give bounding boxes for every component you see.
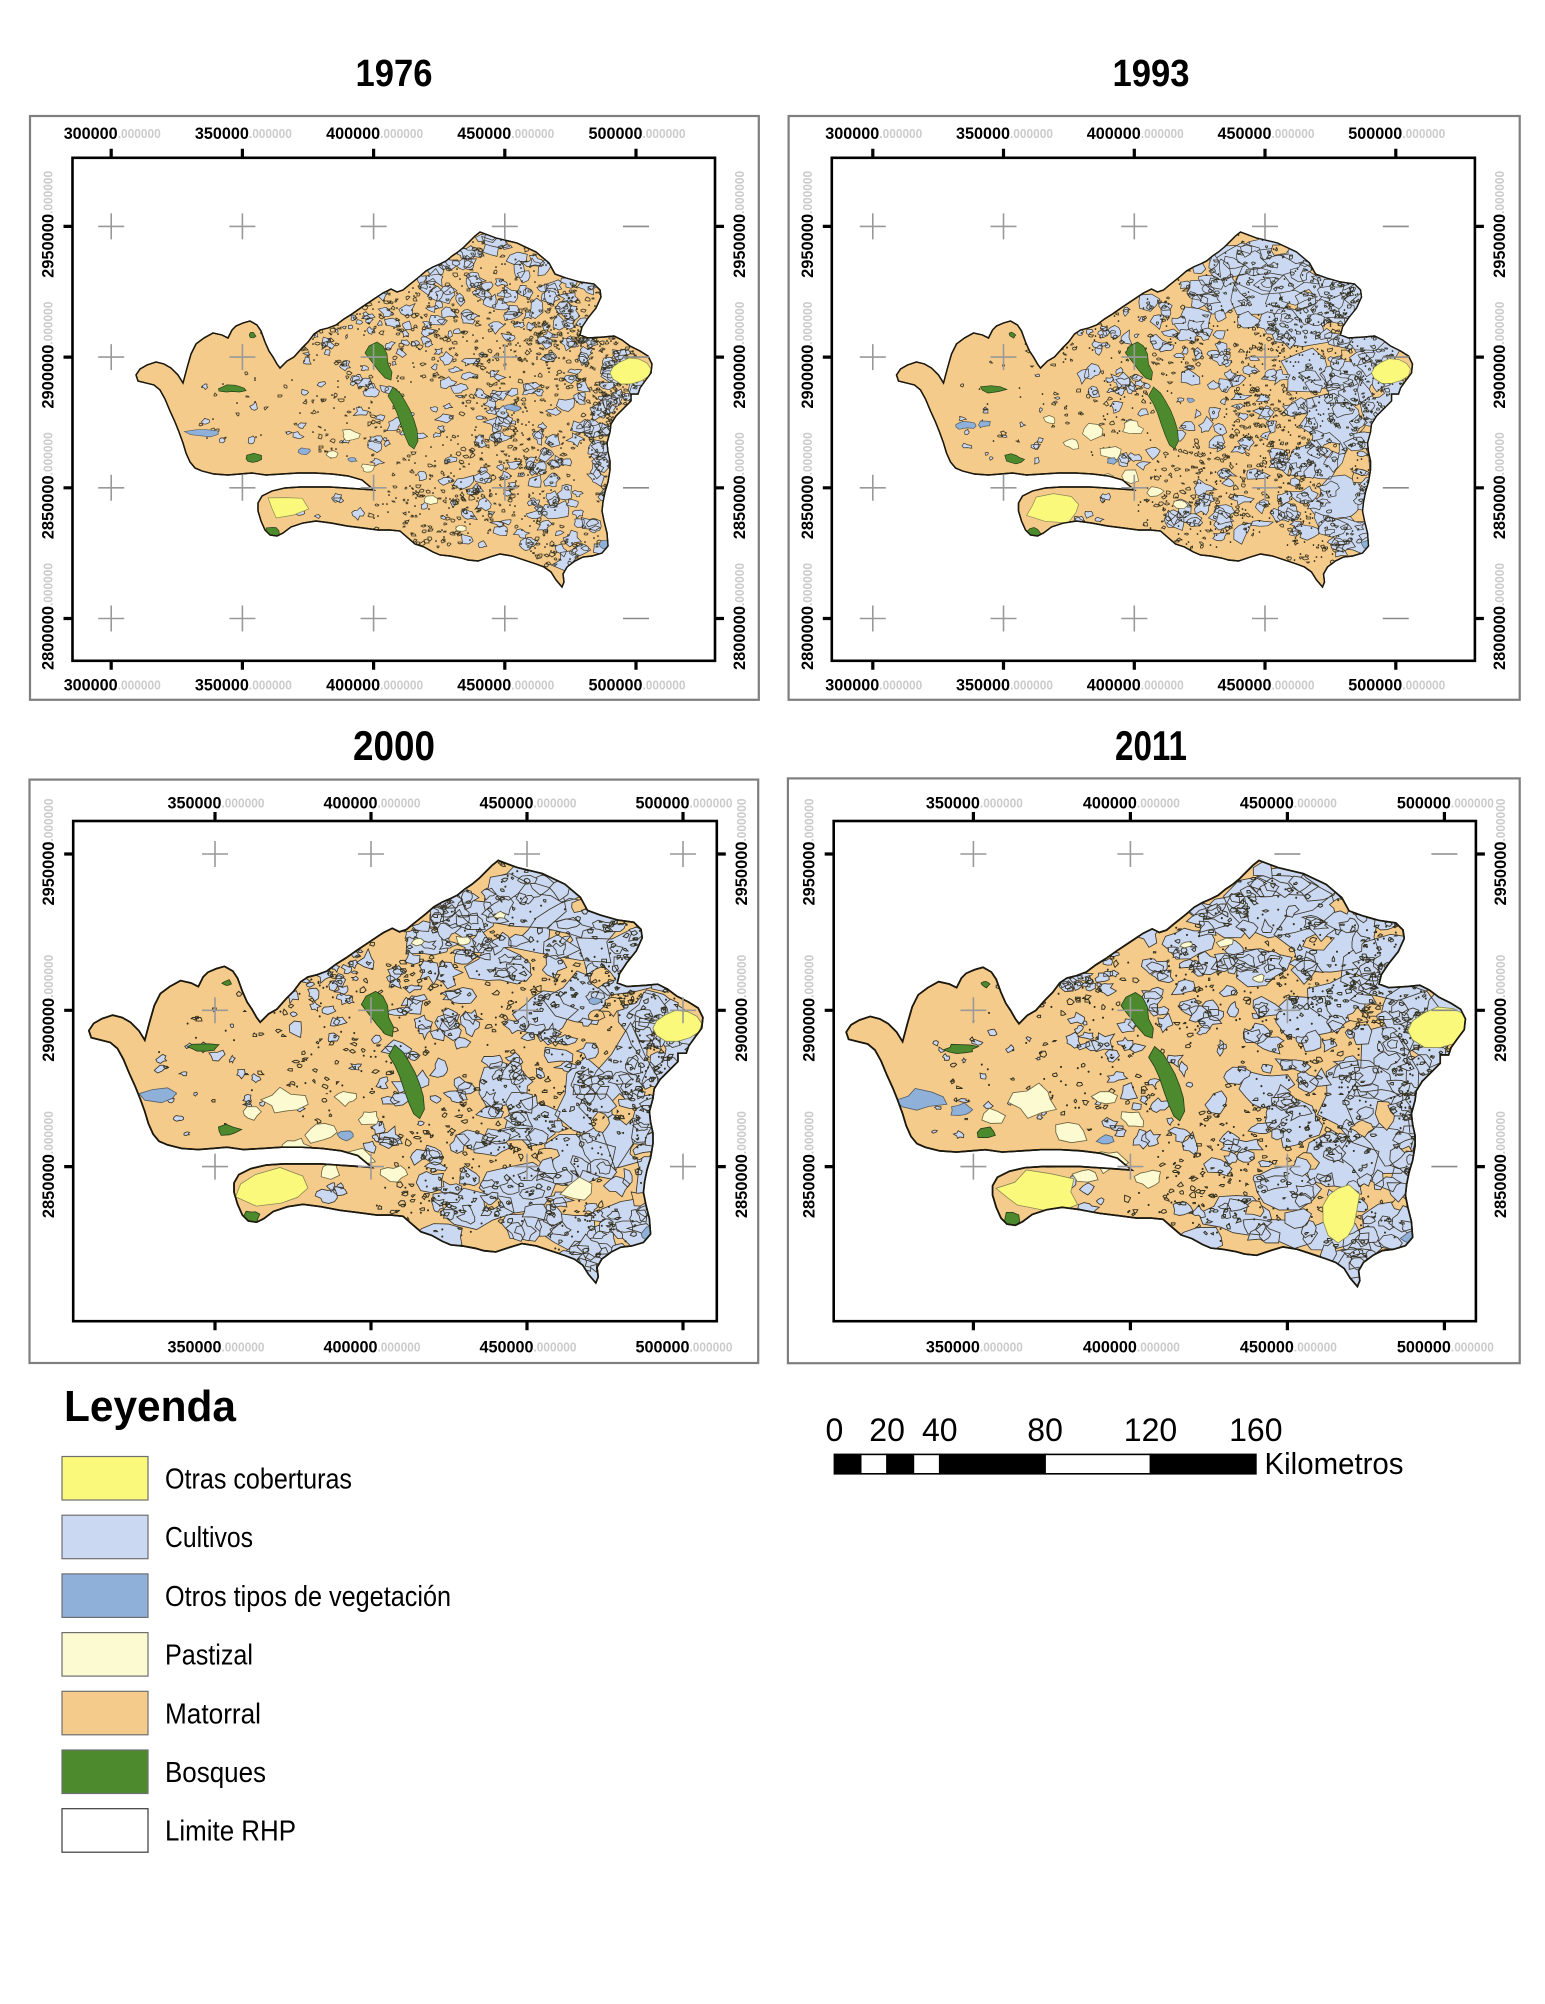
svg-text:350000.000000: 350000.000000 xyxy=(195,675,292,694)
svg-text:Matorral: Matorral xyxy=(165,1698,261,1730)
svg-text:350000.000000: 350000.000000 xyxy=(956,675,1053,694)
svg-text:350000.000000: 350000.000000 xyxy=(926,794,1023,813)
svg-text:2850000.000000: 2850000.000000 xyxy=(39,432,58,539)
svg-text:2950000.000000: 2950000.000000 xyxy=(1491,799,1510,906)
svg-text:Cultivos: Cultivos xyxy=(165,1522,253,1554)
svg-text:2850000.000000: 2850000.000000 xyxy=(800,1111,819,1218)
svg-text:2900000.000000: 2900000.000000 xyxy=(798,302,817,409)
svg-text:Limite RHP: Limite RHP xyxy=(165,1816,296,1848)
svg-text:Leyenda: Leyenda xyxy=(64,1382,237,1431)
svg-text:2800000.000000: 2800000.000000 xyxy=(730,563,749,670)
svg-text:2900000.000000: 2900000.000000 xyxy=(730,302,749,409)
svg-text:400000.000000: 400000.000000 xyxy=(326,124,423,143)
svg-text:2900000.000000: 2900000.000000 xyxy=(732,955,751,1062)
svg-text:450000.000000: 450000.000000 xyxy=(457,124,554,143)
svg-text:450000.000000: 450000.000000 xyxy=(1218,675,1315,694)
svg-text:2850000.000000: 2850000.000000 xyxy=(1491,1111,1510,1218)
svg-text:400000.000000: 400000.000000 xyxy=(326,675,423,694)
svg-text:2850000.000000: 2850000.000000 xyxy=(1490,432,1509,539)
svg-text:2950000.000000: 2950000.000000 xyxy=(39,171,58,278)
svg-text:2900000.000000: 2900000.000000 xyxy=(1490,302,1509,409)
svg-text:Otras coberturas: Otras coberturas xyxy=(165,1464,352,1496)
svg-text:400000.000000: 400000.000000 xyxy=(1087,675,1184,694)
svg-text:2950000.000000: 2950000.000000 xyxy=(800,799,819,906)
svg-text:300000.000000: 300000.000000 xyxy=(825,675,922,694)
svg-text:500000.000000: 500000.000000 xyxy=(636,794,733,813)
svg-text:Otros tipos de vegetación: Otros tipos de vegetación xyxy=(165,1581,451,1613)
svg-text:450000.000000: 450000.000000 xyxy=(480,1338,577,1357)
svg-text:500000.000000: 500000.000000 xyxy=(1397,1338,1494,1357)
svg-text:2011: 2011 xyxy=(1115,722,1187,769)
svg-text:2850000.000000: 2850000.000000 xyxy=(39,1111,58,1218)
svg-text:400000.000000: 400000.000000 xyxy=(1087,124,1184,143)
svg-text:450000.000000: 450000.000000 xyxy=(457,675,554,694)
svg-text:2950000.000000: 2950000.000000 xyxy=(39,799,58,906)
svg-text:Pastizal: Pastizal xyxy=(165,1640,253,1672)
svg-text:350000.000000: 350000.000000 xyxy=(168,794,265,813)
svg-text:20: 20 xyxy=(869,1412,905,1448)
svg-text:400000.000000: 400000.000000 xyxy=(1083,794,1180,813)
svg-text:450000.000000: 450000.000000 xyxy=(1218,124,1315,143)
svg-text:2850000.000000: 2850000.000000 xyxy=(798,432,817,539)
svg-text:2900000.000000: 2900000.000000 xyxy=(1491,955,1510,1062)
svg-text:Bosques: Bosques xyxy=(165,1757,266,1789)
svg-text:450000.000000: 450000.000000 xyxy=(1240,794,1337,813)
svg-text:2000: 2000 xyxy=(353,722,435,769)
svg-text:2900000.000000: 2900000.000000 xyxy=(39,302,58,409)
svg-text:300000.000000: 300000.000000 xyxy=(825,124,922,143)
svg-text:2850000.000000: 2850000.000000 xyxy=(730,432,749,539)
svg-text:400000.000000: 400000.000000 xyxy=(324,794,421,813)
svg-text:2800000.000000: 2800000.000000 xyxy=(1490,563,1509,670)
svg-text:1993: 1993 xyxy=(1113,53,1190,95)
svg-text:2900000.000000: 2900000.000000 xyxy=(800,955,819,1062)
svg-text:300000.000000: 300000.000000 xyxy=(64,675,161,694)
svg-text:Kilometros: Kilometros xyxy=(1265,1446,1404,1481)
svg-text:40: 40 xyxy=(922,1412,958,1448)
svg-text:400000.000000: 400000.000000 xyxy=(1083,1338,1180,1357)
svg-text:350000.000000: 350000.000000 xyxy=(926,1338,1023,1357)
svg-text:350000.000000: 350000.000000 xyxy=(956,124,1053,143)
svg-text:2950000.000000: 2950000.000000 xyxy=(730,171,749,278)
svg-text:2950000.000000: 2950000.000000 xyxy=(1490,171,1509,278)
svg-text:2800000.000000: 2800000.000000 xyxy=(798,563,817,670)
svg-text:0: 0 xyxy=(826,1412,844,1448)
svg-text:450000.000000: 450000.000000 xyxy=(1240,1338,1337,1357)
svg-text:350000.000000: 350000.000000 xyxy=(195,124,292,143)
svg-text:120: 120 xyxy=(1124,1412,1177,1448)
svg-text:450000.000000: 450000.000000 xyxy=(480,794,577,813)
svg-text:500000.000000: 500000.000000 xyxy=(636,1338,733,1357)
svg-text:2800000.000000: 2800000.000000 xyxy=(39,563,58,670)
svg-text:2850000.000000: 2850000.000000 xyxy=(732,1111,751,1218)
svg-text:300000.000000: 300000.000000 xyxy=(64,124,161,143)
svg-text:400000.000000: 400000.000000 xyxy=(324,1338,421,1357)
svg-text:500000.000000: 500000.000000 xyxy=(1348,124,1445,143)
svg-text:80: 80 xyxy=(1027,1412,1063,1448)
svg-text:2900000.000000: 2900000.000000 xyxy=(39,955,58,1062)
svg-text:350000.000000: 350000.000000 xyxy=(168,1338,265,1357)
svg-text:500000.000000: 500000.000000 xyxy=(1397,794,1494,813)
svg-text:500000.000000: 500000.000000 xyxy=(1348,675,1445,694)
svg-text:500000.000000: 500000.000000 xyxy=(589,124,686,143)
svg-text:2950000.000000: 2950000.000000 xyxy=(732,799,751,906)
svg-text:2950000.000000: 2950000.000000 xyxy=(798,171,817,278)
svg-text:1976: 1976 xyxy=(356,53,433,95)
svg-text:500000.000000: 500000.000000 xyxy=(589,675,686,694)
svg-text:160: 160 xyxy=(1229,1412,1282,1448)
